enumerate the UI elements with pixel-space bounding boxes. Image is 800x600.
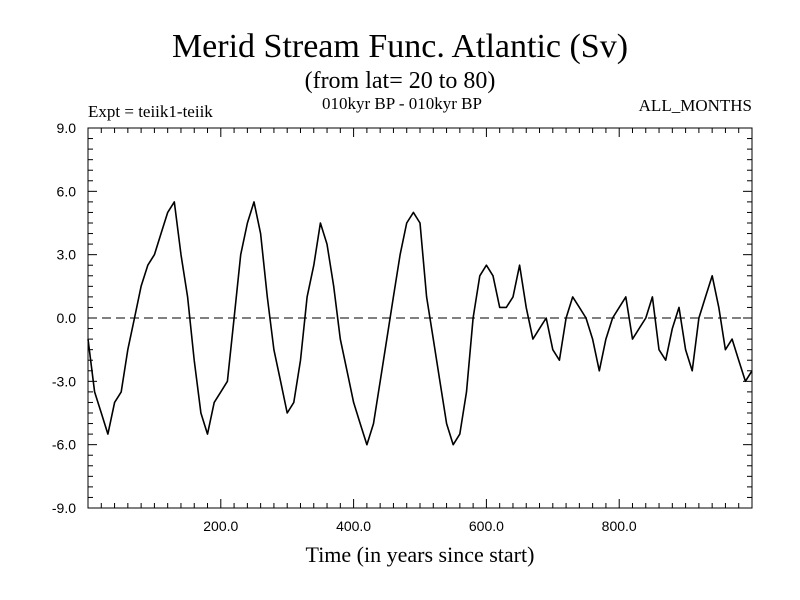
plot-frame [87,127,753,509]
chart-title: Merid Stream Func. Atlantic (Sv) [171,28,629,65]
series-layer [87,201,753,446]
x-axis-label: Time (in years since start) [305,542,535,567]
y-tick-label: 3.0 [57,247,77,263]
chart-subtitle: (from lat= 20 to 80) [304,68,496,94]
period-label: 010kyr BP - 010kyr BP [322,94,482,113]
x-tick-label: 200.0 [203,518,238,534]
x-tick-label: 600.0 [469,518,504,534]
months-label: ALL_MONTHS [638,96,752,115]
ticks-layer: 9.0 6.0 3.0 0.0 -3.0 -6.0 -9.0 200.0 400.0 600.0 8… [52,120,752,534]
x-tick-label: 400.0 [336,518,371,534]
y-tick-label: -6.0 [52,437,76,453]
y-tick-label: -3.0 [52,373,76,389]
y-tick-label: 9.0 [57,120,77,136]
experiment-label: Expt = teiik1-teiik [88,102,213,121]
y-tick-label: 0.0 [57,310,77,326]
y-tick-label: 6.0 [57,183,77,199]
y-tick-label: -9.0 [52,500,76,516]
series-line [87,201,753,446]
x-tick-label: 800.0 [602,518,637,534]
